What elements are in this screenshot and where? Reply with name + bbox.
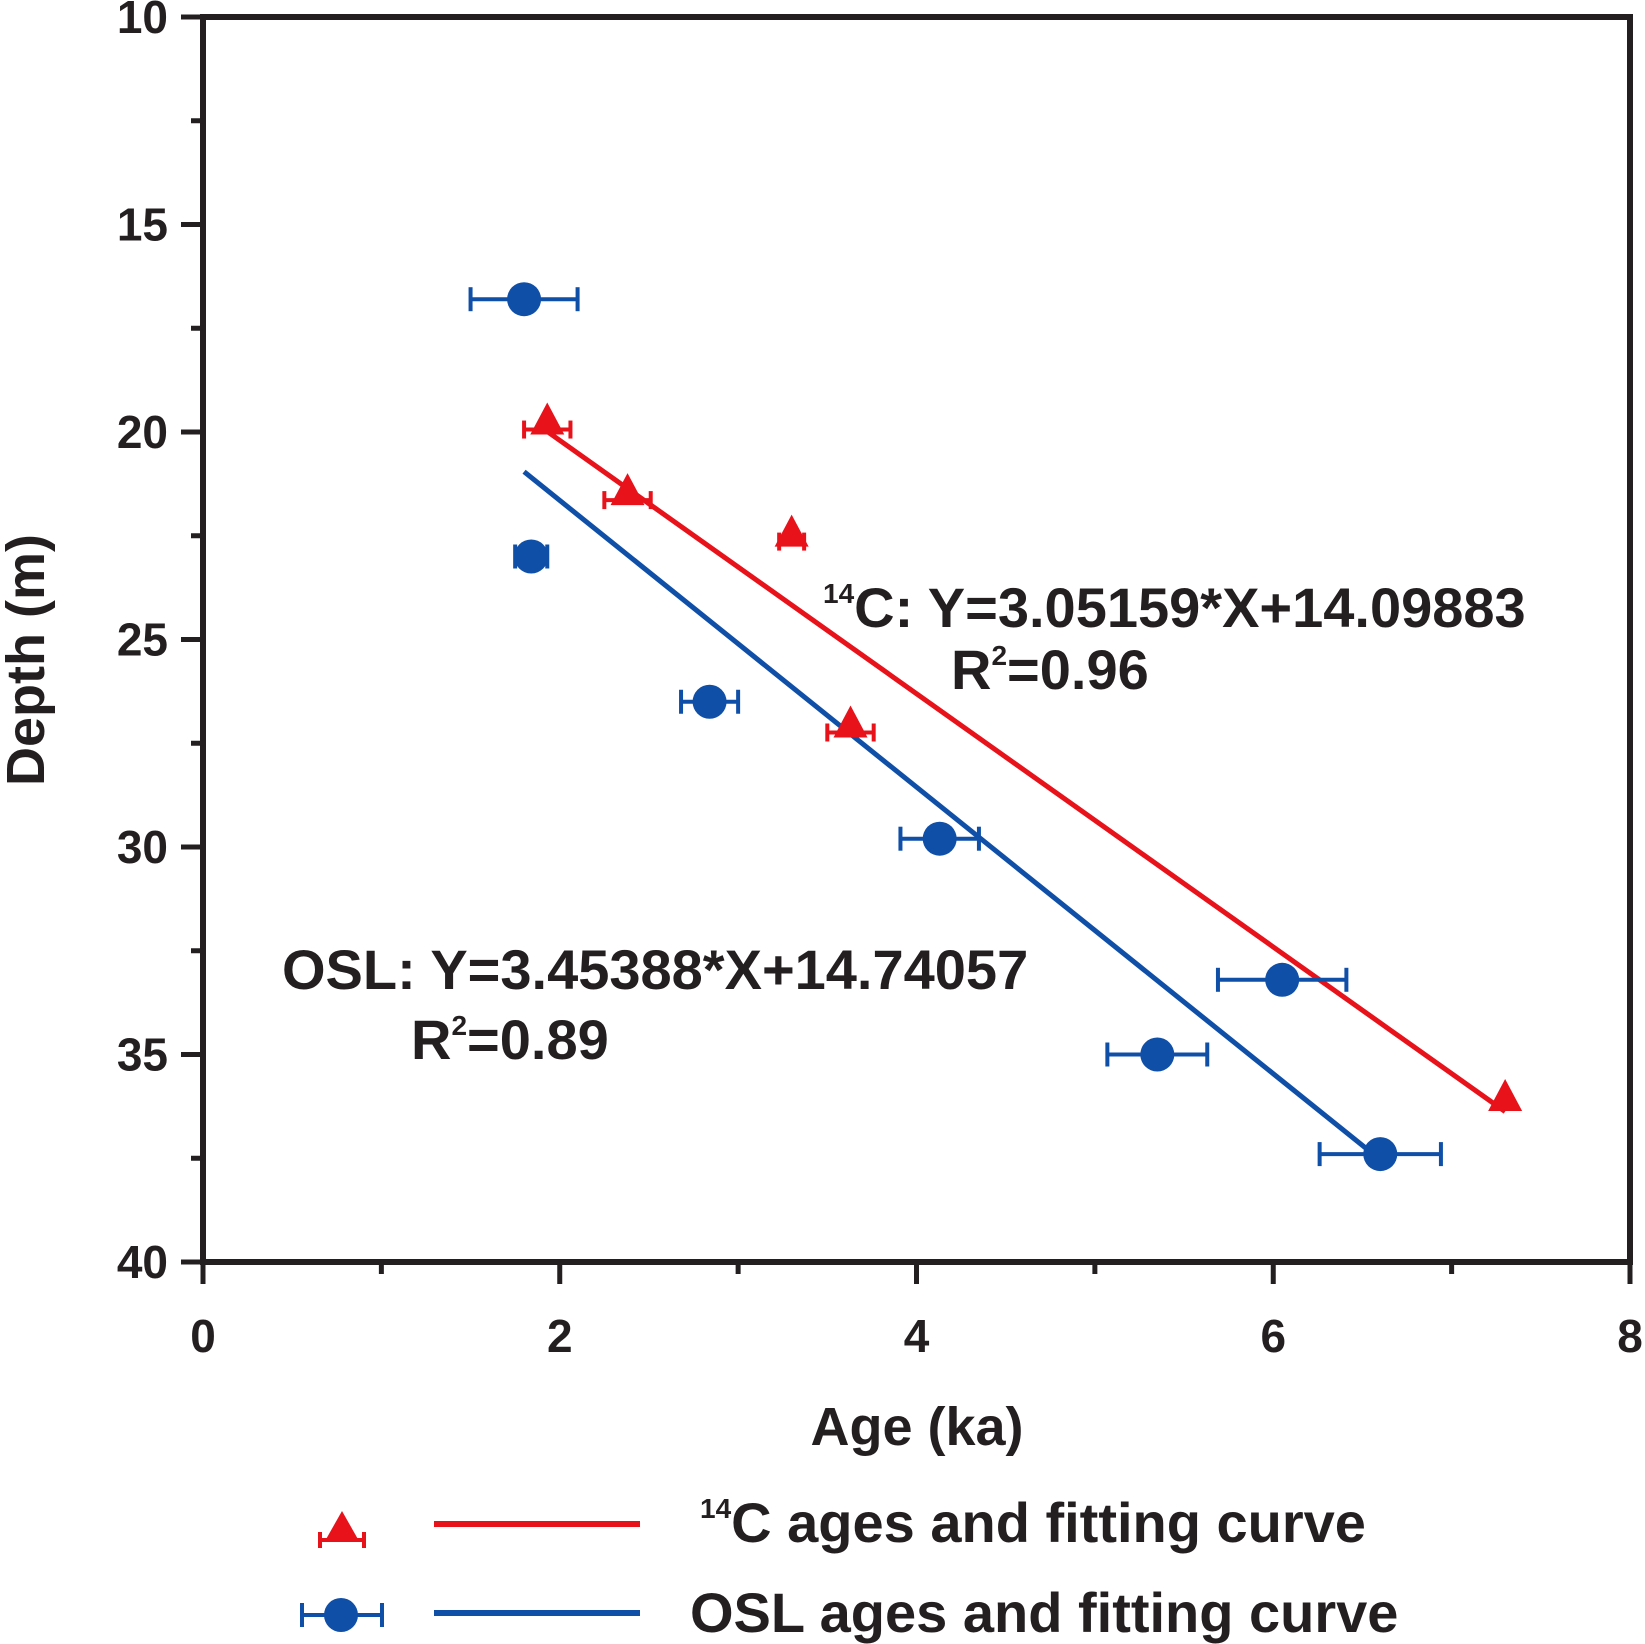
c14-data-point: [1488, 1079, 1523, 1111]
c14-r2-label: R2=0.96: [951, 638, 1149, 701]
c14-data-point: [774, 514, 809, 551]
y-tick-label: 15: [117, 199, 168, 251]
y-tick-label: 25: [117, 614, 168, 666]
x-axis-title: Age (ka): [810, 1397, 1023, 1457]
osl-fit-line: [522, 469, 1382, 1162]
fit-lines-layer: [522, 429, 1507, 1162]
osl-r2-label: R2=0.89: [411, 1008, 609, 1071]
c14-r2-superscript: 2: [991, 640, 1007, 671]
c14-r2-prefix: R: [951, 638, 991, 701]
x-tick-label: 0: [190, 1310, 216, 1362]
legend-c14-label: 14C ages and fitting curve: [700, 1491, 1366, 1554]
x-tick-label: 2: [547, 1310, 573, 1362]
legend-osl-marker: [300, 1598, 384, 1632]
plot-frame: [200, 14, 1633, 1265]
c14-marker: [610, 473, 645, 506]
x-tick-label: 6: [1260, 1310, 1286, 1362]
axes-layer: 0 2 4 6 8 10 15 20 25 30 35 40: [117, 0, 1643, 1362]
legend-osl-label: OSL ages and fitting curve: [690, 1581, 1398, 1644]
c14-marker: [1488, 1079, 1523, 1111]
osl-r2-superscript: 2: [451, 1010, 467, 1041]
y-tick-label: 35: [117, 1029, 168, 1081]
c14-equation-text: C: Y=3.05159*X+14.09883: [854, 576, 1526, 639]
c14-equation-label: 14C: Y=3.05159*X+14.09883: [823, 576, 1526, 639]
c14-r2-suffix: =0.96: [1007, 638, 1149, 701]
x-tick-label: 4: [904, 1310, 930, 1362]
c14-marker: [530, 402, 565, 435]
x-tick-label: 8: [1617, 1310, 1643, 1362]
osl-data-point: [468, 282, 580, 317]
c14-equation-superscript: 14: [823, 578, 855, 609]
osl-r2-suffix: =0.89: [467, 1008, 609, 1071]
osl-r2-prefix: R: [411, 1008, 451, 1071]
osl-marker: [692, 684, 727, 719]
y-tick-label: 10: [117, 0, 168, 43]
legend-c14-superscript: 14: [700, 1493, 732, 1524]
osl-data-point: [1317, 1137, 1443, 1172]
osl-marker: [507, 282, 542, 317]
y-tick-label: 30: [117, 821, 168, 873]
y-tick-label: 20: [117, 406, 168, 458]
osl-marker: [1363, 1137, 1398, 1172]
y-axis-title: Depth (m): [0, 534, 56, 786]
osl-data-point: [898, 821, 981, 856]
c14-data-point: [602, 473, 653, 510]
osl-marker: [1140, 1037, 1175, 1072]
osl-data-point: [1215, 962, 1349, 997]
osl-data-point: [1105, 1037, 1210, 1072]
y-tick-label: 40: [117, 1236, 168, 1288]
c14-marker: [833, 705, 868, 738]
c14-data-point: [825, 705, 876, 742]
legend-c14-text: C ages and fitting curve: [731, 1491, 1366, 1554]
osl-marker: [922, 821, 957, 856]
c14-fit-line: [545, 429, 1507, 1114]
c14-data-point: [522, 402, 573, 439]
legend-c14-marker: [318, 1511, 366, 1548]
osl-equation-label: OSL: Y=3.45388*X+14.74057: [282, 938, 1028, 1001]
osl-marker: [1265, 962, 1300, 997]
c14-marker: [774, 514, 809, 547]
osl-data-point: [513, 539, 550, 574]
points-layer: [468, 282, 1523, 1172]
osl-equation-text: OSL: Y=3.45388*X+14.74057: [282, 938, 1028, 1001]
osl-data-point: [679, 684, 741, 719]
legend: 14C ages and fitting curve OSL ages and …: [300, 1491, 1398, 1644]
osl-marker: [514, 539, 549, 574]
